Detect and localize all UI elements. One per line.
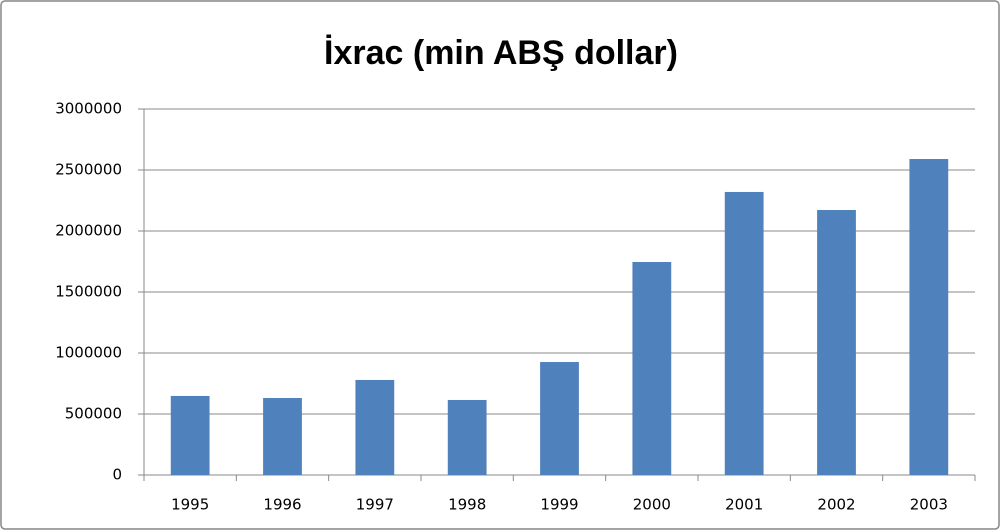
y-tick-label: 1500000 (55, 283, 122, 301)
x-tick-label: 2000 (633, 496, 671, 514)
bar (724, 191, 764, 475)
bar (263, 398, 302, 475)
y-tick-label: 0 (112, 466, 122, 484)
y-tick-label: 1000000 (55, 344, 122, 362)
bar (170, 395, 210, 475)
bar (540, 362, 579, 475)
x-tick-label: 2001 (725, 496, 763, 514)
x-tick-label: 1995 (171, 496, 209, 514)
y-tick-label: 2000000 (55, 222, 122, 240)
bar (632, 261, 672, 475)
bar (909, 159, 949, 475)
bar (817, 210, 856, 476)
y-tick-label: 3000000 (55, 100, 122, 118)
bar (355, 379, 395, 475)
x-tick-label: 1996 (263, 496, 301, 514)
x-tick-label: 2003 (910, 496, 948, 514)
bar (447, 399, 487, 475)
x-tick-label: 1999 (540, 496, 578, 514)
x-tick-label: 2002 (817, 496, 855, 514)
x-tick-label: 1997 (356, 496, 394, 514)
chart-title: İxrac (min ABŞ dollar) (324, 34, 678, 72)
x-tick-label: 1998 (448, 496, 486, 514)
y-tick-label: 2500000 (55, 161, 122, 179)
y-tick-label: 500000 (65, 405, 122, 423)
